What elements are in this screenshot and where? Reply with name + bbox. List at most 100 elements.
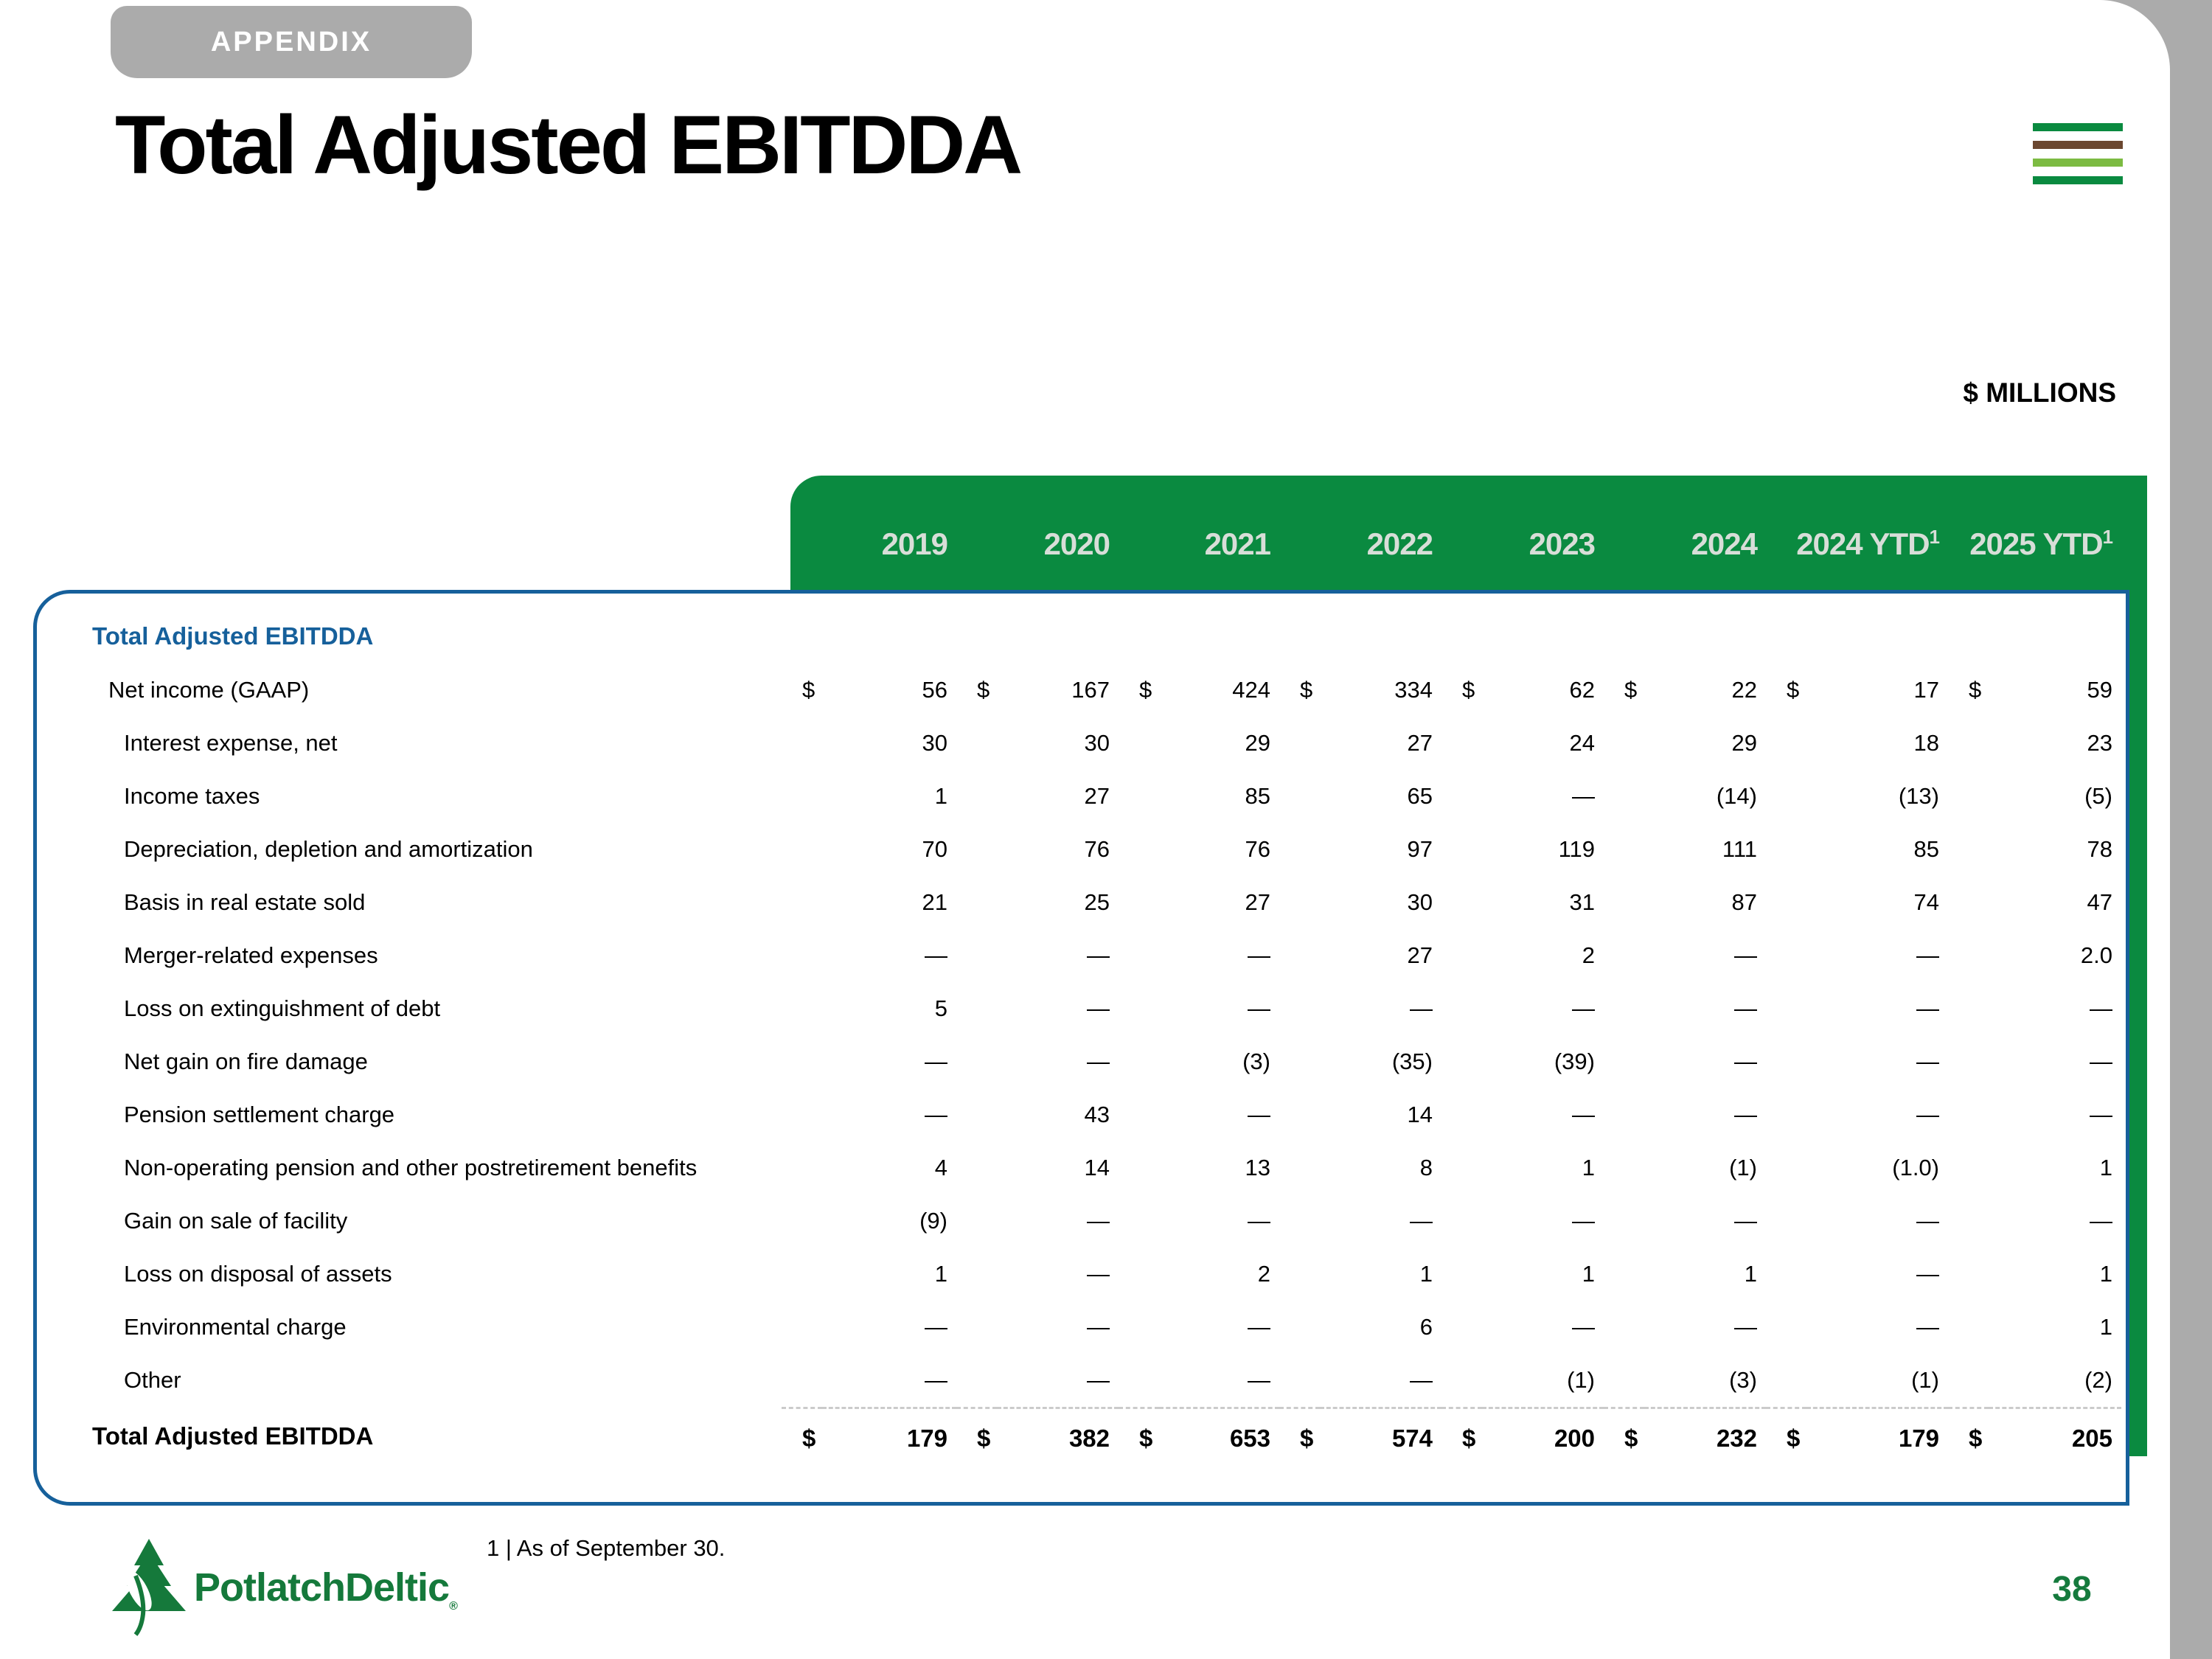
table-cell: — <box>1734 1048 1757 1074</box>
table-cell: — <box>1087 995 1110 1021</box>
dollar-sign-cell <box>1441 1354 1482 1407</box>
dollar-sign-cell <box>1441 876 1482 929</box>
table-cell: (1.0) <box>1892 1155 1939 1180</box>
dollar-sign-cell <box>1604 770 1644 823</box>
table-cell: 30 <box>922 730 947 756</box>
table-cell: 111 <box>1722 836 1757 862</box>
table-cell: (1) <box>1911 1367 1939 1393</box>
dollar-sign-cell <box>1604 876 1644 929</box>
table-cell: 14 <box>1407 1102 1433 1127</box>
registered-mark: ® <box>449 1599 458 1613</box>
year-column-header: 2020 <box>1043 526 1110 561</box>
dollar-sign-cell <box>782 982 822 1035</box>
table-cell: 43 <box>1084 1102 1110 1127</box>
total-dollar-sign-cell: $ <box>1604 1407 1644 1468</box>
dollar-sign-cell <box>1279 1301 1320 1354</box>
dollar-sign-cell <box>1948 823 1989 876</box>
dollar-sign-cell <box>782 1194 822 1248</box>
dollar-sign-cell <box>1119 1248 1159 1301</box>
table-cell: 78 <box>2087 836 2112 862</box>
table-cell: (13) <box>1898 783 1939 809</box>
row-label: Loss on extinguishment of debt <box>124 995 441 1021</box>
page-edge-strip <box>2170 0 2212 1659</box>
dollar-sign-cell <box>1948 1248 1989 1301</box>
dollar-sign-cell <box>782 1354 822 1407</box>
table-cell: — <box>925 942 947 968</box>
dollar-sign-cell <box>956 1354 997 1407</box>
dollar-sign-cell <box>1766 770 1806 823</box>
dollar-sign-cell <box>1441 1248 1482 1301</box>
dollar-sign-cell <box>1948 1301 1989 1354</box>
table-cell: 85 <box>1913 836 1939 862</box>
row-label: Environmental charge <box>124 1314 347 1340</box>
year-column-header: 2022 <box>1366 526 1433 561</box>
table-cell: 6 <box>1419 1314 1433 1340</box>
total-dollar-sign-cell: $ <box>1279 1407 1320 1468</box>
table-cell: 167 <box>1071 677 1110 703</box>
table-cell: 1 <box>1419 1261 1433 1287</box>
table-cell: (1) <box>1729 1155 1757 1180</box>
table-cell: — <box>925 1367 947 1393</box>
dollar-sign-cell <box>1441 1194 1482 1248</box>
table-cell: — <box>925 1314 947 1340</box>
table-cell: 23 <box>2087 730 2112 756</box>
row-label: Non-operating pension and other postreti… <box>124 1155 698 1180</box>
dollar-sign-cell: $ <box>977 677 990 703</box>
table-cell: — <box>1410 1367 1433 1393</box>
footnote: 1 | As of September 30. <box>487 1535 726 1561</box>
dollar-sign-cell <box>1948 770 1989 823</box>
dollar-sign-cell <box>1766 1301 1806 1354</box>
appendix-tab: APPENDIX <box>111 6 472 78</box>
table-cell: (9) <box>919 1208 947 1234</box>
dollar-sign-cell <box>1441 1301 1482 1354</box>
table-cell: (14) <box>1716 783 1757 809</box>
stripe-dark-green <box>2033 123 2123 131</box>
year-header-row: 2019 2020 2021 2022 2023 2024 2024 YTD1 2025 YT… <box>37 476 2121 590</box>
year-column-header: 2023 <box>1528 526 1596 561</box>
dollar-sign-cell <box>1119 1301 1159 1354</box>
dollar-sign-cell <box>1948 1088 1989 1141</box>
dollar-sign-cell <box>1441 717 1482 770</box>
dollar-sign-cell <box>956 770 997 823</box>
dollar-sign-cell <box>1279 717 1320 770</box>
total-dollar-sign-cell: $ <box>1948 1407 1989 1468</box>
table-cell: 29 <box>1245 730 1270 756</box>
dollar-sign-cell <box>1119 982 1159 1035</box>
dollar-sign-cell <box>1604 929 1644 982</box>
table-cell: — <box>1734 995 1757 1021</box>
dollar-sign-cell <box>1441 770 1482 823</box>
dollar-sign-cell <box>956 1141 997 1194</box>
table-cell: 119 <box>1558 836 1595 862</box>
dollar-sign-cell <box>1119 1141 1159 1194</box>
dollar-sign-cell <box>1119 1354 1159 1407</box>
table-cell: — <box>1916 1102 1939 1127</box>
dollar-sign-cell <box>1604 1301 1644 1354</box>
table-cell: 1 <box>1744 1261 1757 1287</box>
dollar-sign-cell <box>1766 1035 1806 1088</box>
table-cell: 1 <box>934 783 947 809</box>
dollar-sign-cell <box>1604 823 1644 876</box>
dollar-sign-cell <box>1766 1194 1806 1248</box>
total-dollar-sign-cell: $ <box>1766 1407 1806 1468</box>
table-cell: 87 <box>1731 889 1757 915</box>
row-label: Depreciation, depletion and amortization <box>124 836 533 862</box>
total-table-cell: 179 <box>1806 1407 1948 1468</box>
year-column-header: 2019 <box>881 526 948 561</box>
dollar-sign-cell: $ <box>1969 677 1982 703</box>
dollar-sign-cell <box>782 1035 822 1088</box>
year-column-header: 2021 <box>1204 526 1271 561</box>
year-column-header: 2024 <box>1691 526 1758 561</box>
table-cell: 47 <box>2087 889 2112 915</box>
table-cell: — <box>1087 942 1110 968</box>
dollar-sign-cell <box>956 876 997 929</box>
dollar-sign-cell <box>1441 1088 1482 1141</box>
dollar-sign-cell <box>1279 1141 1320 1194</box>
table-cell: — <box>2090 1102 2112 1127</box>
total-dollar-sign-cell: $ <box>782 1407 822 1468</box>
dollar-sign-cell <box>956 1194 997 1248</box>
dollar-sign-cell <box>956 1301 997 1354</box>
units-label: $ MILLIONS <box>1963 378 2116 408</box>
year-column-header: 2024 YTD1 <box>1796 525 1940 561</box>
dollar-sign-cell <box>782 770 822 823</box>
dollar-sign-cell <box>1441 982 1482 1035</box>
